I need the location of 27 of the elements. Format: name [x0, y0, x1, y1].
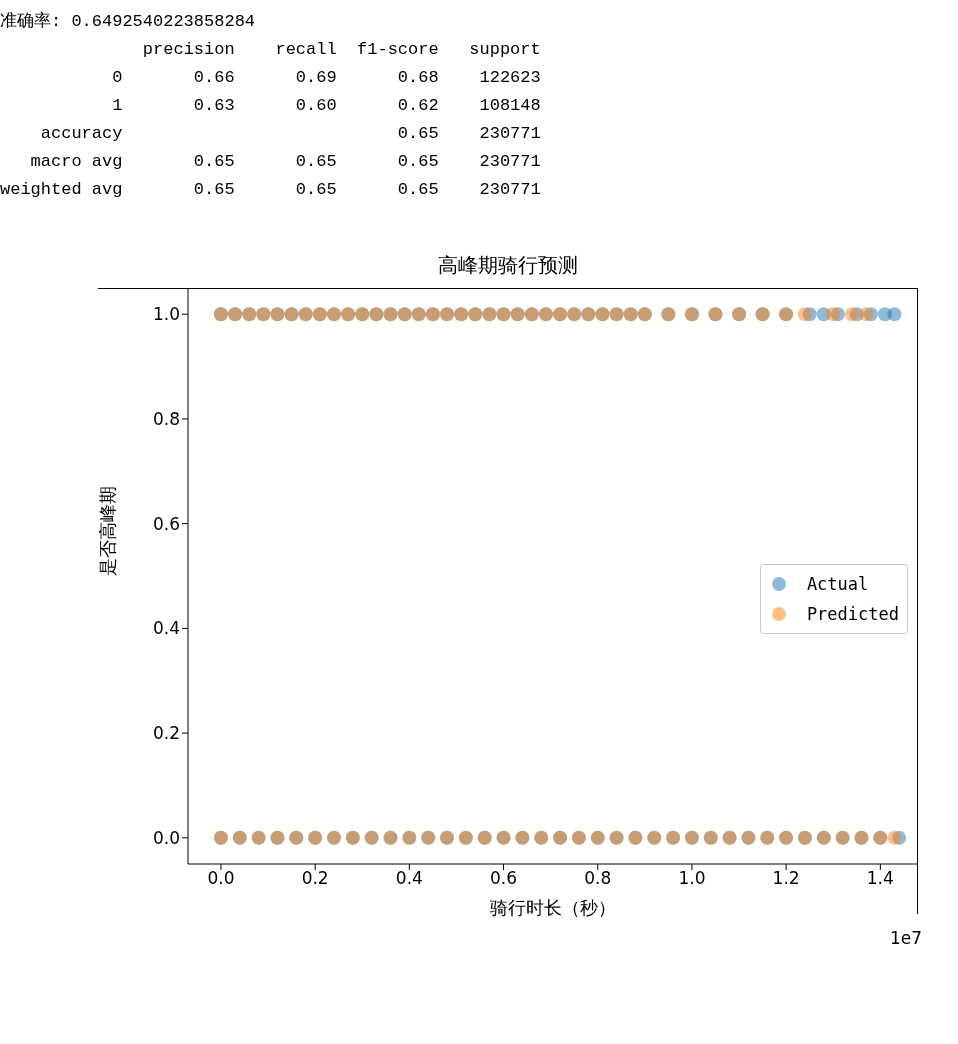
x-tick-label: 0.8 — [584, 868, 612, 889]
x-tick-label: 1.2 — [772, 868, 800, 889]
y-tick-label: 1.0 — [152, 304, 180, 325]
text: 准确率: 0.6492540223858284 — [0, 10, 257, 33]
legend-label: Predicted — [806, 604, 899, 624]
y-tick-label: 0.8 — [152, 408, 180, 429]
y-tick-label: 0.6 — [152, 513, 180, 534]
y-axis-title: 是否高峰期 — [97, 486, 119, 576]
y-tick-label: 0.0 — [152, 827, 180, 848]
text: accuracy 0.65 230771 — [39, 123, 542, 145]
x-tick-label: 1.4 — [866, 868, 894, 889]
x-tick-label: 0.0 — [207, 868, 235, 889]
x-tick-label: 1.0 — [678, 868, 706, 889]
text: macro avg 0.65 0.65 0.65 230771 — [29, 151, 542, 173]
legend-label: Actual — [806, 574, 869, 594]
text: 0 0.66 0.69 0.68 122623 — [111, 67, 542, 89]
text: 1e7 — [889, 928, 922, 948]
x-tick-label: 0.6 — [490, 868, 518, 889]
text: weighted avg 0.65 0.65 0.65 230771 — [0, 179, 542, 201]
text: precision recall f1-score support — [141, 39, 542, 61]
y-tick-label: 0.2 — [152, 723, 180, 744]
x-axis-title: 骑行时长（秒） — [490, 897, 616, 918]
y-tick-label: 0.4 — [152, 618, 180, 639]
chart-title: 高峰期骑行预测 — [437, 252, 579, 279]
x-tick-label: 0.2 — [301, 868, 329, 889]
text: 1 0.63 0.60 0.62 108148 — [111, 95, 542, 117]
x-tick-label: 0.4 — [395, 868, 423, 889]
